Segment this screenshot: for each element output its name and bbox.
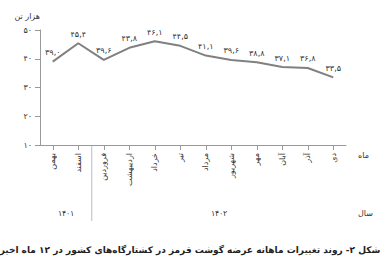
svg-text:۴۳,۸: ۴۳,۸ (122, 34, 138, 43)
svg-text:۴۴,۵: ۴۴,۵ (173, 32, 188, 41)
svg-text:۳۷,۱: ۳۷,۱ (275, 54, 290, 63)
svg-text:تیر: تیر (176, 153, 185, 163)
svg-text:شهریور: شهریور (227, 153, 236, 179)
svg-text:شکل ۲- روند تغییرات ماهانه عرض: شکل ۲- روند تغییرات ماهانه عرضه گوشت قرم… (0, 244, 380, 256)
svg-text:خرداد: خرداد (150, 153, 159, 172)
svg-text:فروردین: فروردین (99, 153, 108, 181)
svg-text:۱۴۰۲: ۱۴۰۲ (211, 209, 227, 218)
svg-text:۳۹,۶: ۳۹,۶ (96, 46, 111, 55)
svg-text:۳۹,۰: ۳۹,۰ (45, 48, 60, 57)
svg-text:هزار تن: هزار تن (14, 12, 40, 21)
svg-text:۱۴۰۱: ۱۴۰۱ (58, 209, 74, 218)
svg-text:۴۵,۴: ۴۵,۴ (71, 30, 86, 39)
svg-text:۳۸,۸: ۳۸,۸ (249, 49, 265, 58)
svg-text:آذر: آذر (302, 152, 312, 163)
svg-text:۳۳,۵: ۳۳,۵ (326, 64, 341, 73)
svg-text:۲۰: ۲۰ (23, 112, 32, 121)
svg-text:مرداد: مرداد (201, 153, 210, 171)
svg-text:سال: سال (358, 209, 373, 218)
svg-text:اردیبهشت: اردیبهشت (125, 153, 134, 186)
svg-text:آبان: آبان (277, 152, 287, 166)
svg-text:۵۰: ۵۰ (23, 26, 32, 35)
svg-text:اسفند: اسفند (74, 153, 83, 173)
svg-text:۳۰: ۳۰ (23, 83, 32, 92)
svg-text:دی: دی (329, 153, 338, 163)
svg-text:۴۱,۱: ۴۱,۱ (198, 42, 213, 51)
svg-text:۴۶,۱: ۴۶,۱ (147, 28, 162, 37)
svg-text:۴۰: ۴۰ (23, 54, 32, 63)
svg-text:۳۹,۶: ۳۹,۶ (224, 46, 239, 55)
svg-text:۱۰: ۱۰ (23, 141, 32, 150)
svg-text:ماه: ماه (358, 151, 369, 160)
svg-text:مهر: مهر (252, 153, 261, 166)
svg-text:۳۶,۸: ۳۶,۸ (300, 54, 316, 63)
svg-text:بهمن: بهمن (48, 153, 57, 170)
